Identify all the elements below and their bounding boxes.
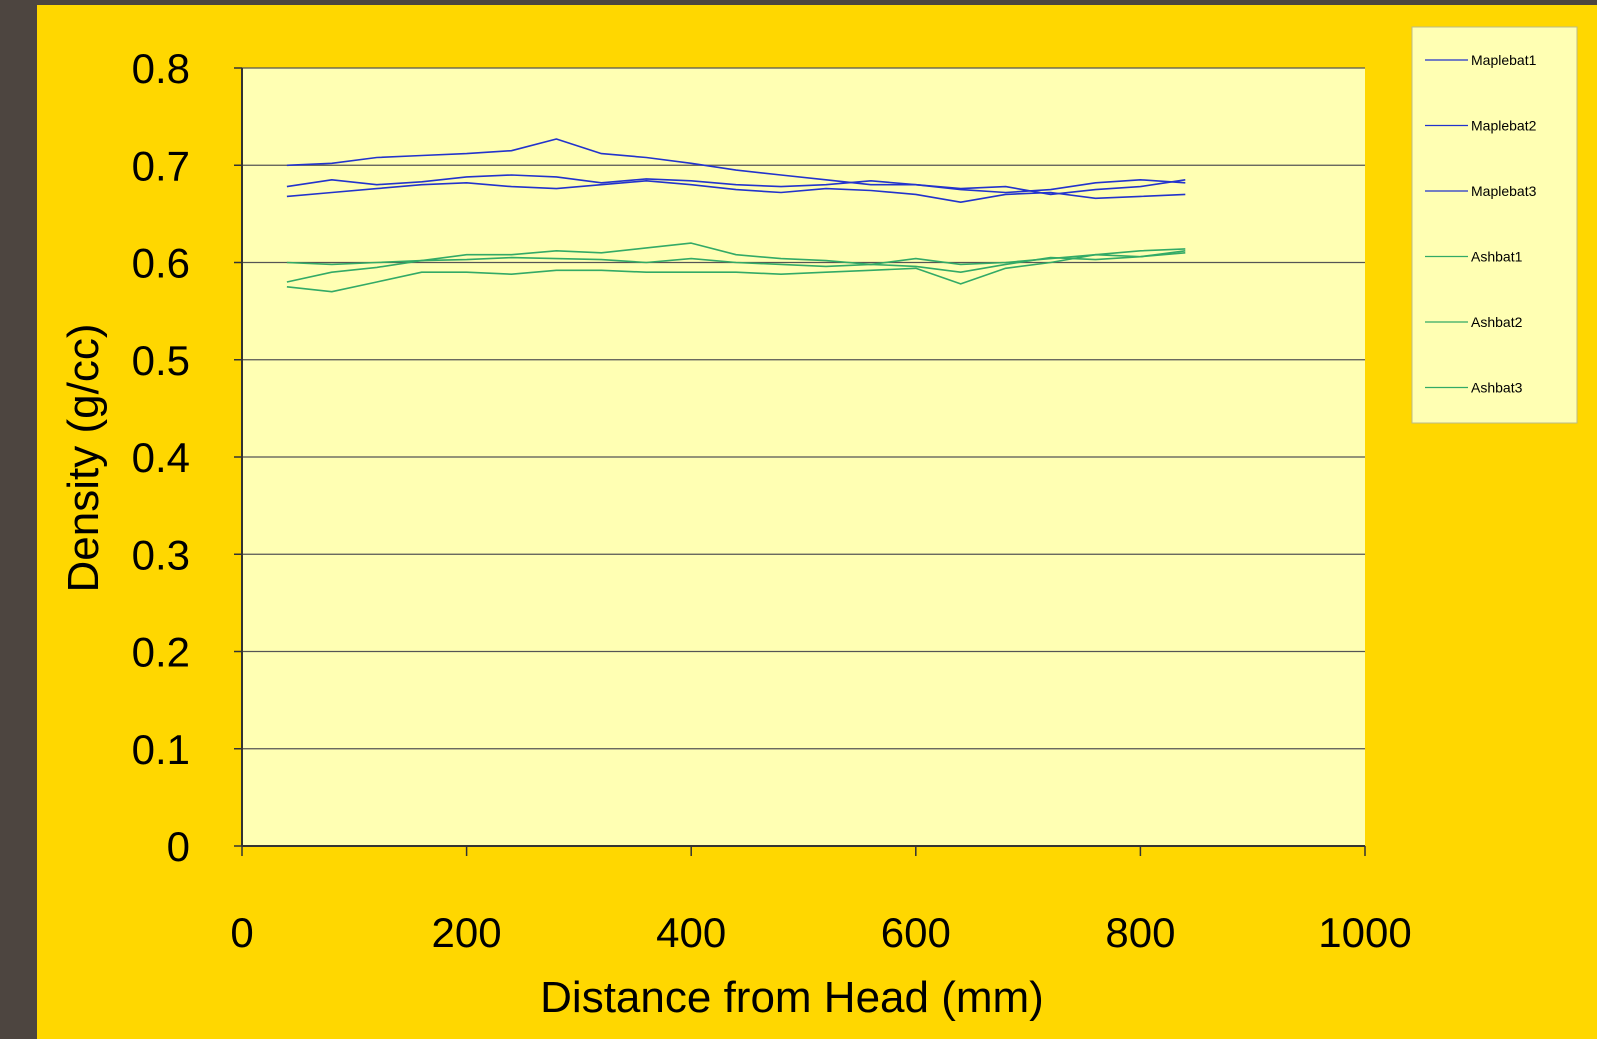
series-line-maplebat2 (286, 180, 1186, 203)
y-tick-label: 0.1 (132, 726, 190, 773)
y-axis-label: Density (g/cc) (59, 324, 108, 593)
y-tick-label: 0.6 (132, 240, 190, 287)
series-line-maplebat1 (286, 138, 1186, 194)
y-tick-label: 0.3 (132, 531, 190, 578)
x-tick-labels: 0 200 400 600 800 1000 (230, 909, 1411, 956)
legend-items: Maplebat1 Maplebat2 Maplebat3 Ashbat1 Ashbat… (1425, 52, 1537, 396)
series-line-ashbat2 (286, 242, 1186, 283)
y-tick-label: 0.7 (132, 142, 190, 189)
gridlines (242, 67, 1365, 847)
y-tick-label: 0.2 (132, 629, 190, 676)
x-tick-label: 200 (432, 909, 502, 956)
y-tick-label: 0.8 (132, 45, 190, 92)
legend-label-maplebat2: Maplebat2 (1471, 118, 1537, 134)
y-tick-label: 0.4 (132, 434, 190, 481)
legend-label-ashbat1: Ashbat1 (1471, 249, 1523, 265)
legend-label-ashbat2: Ashbat2 (1471, 314, 1523, 330)
y-tick-label: 0.5 (132, 337, 190, 384)
x-tick-label: 400 (656, 909, 726, 956)
legend-label-maplebat3: Maplebat3 (1471, 183, 1537, 199)
plot-area-group (234, 67, 1366, 856)
x-tick-label: 600 (881, 909, 951, 956)
x-tick-label: 1000 (1318, 909, 1411, 956)
y-tick-labels: 0 0.1 0.2 0.3 0.4 0.5 0.6 0.7 0.8 (132, 45, 190, 870)
legend-label-maplebat1: Maplebat1 (1471, 52, 1537, 68)
x-axis-label: Distance from Head (mm) (540, 973, 1044, 1022)
series-lines (286, 138, 1186, 293)
y-tick-label: 0 (167, 823, 190, 870)
legend-box (1411, 26, 1578, 424)
x-tick-label: 0 (230, 909, 253, 956)
series-line-ashbat3 (286, 248, 1186, 293)
legend: Maplebat1 Maplebat2 Maplebat3 Ashbat1 Ashbat… (1411, 26, 1578, 424)
series-line-maplebat3 (286, 174, 1186, 196)
legend-label-ashbat3: Ashbat3 (1471, 380, 1523, 396)
axes (234, 67, 1366, 856)
x-tick-label: 800 (1105, 909, 1175, 956)
